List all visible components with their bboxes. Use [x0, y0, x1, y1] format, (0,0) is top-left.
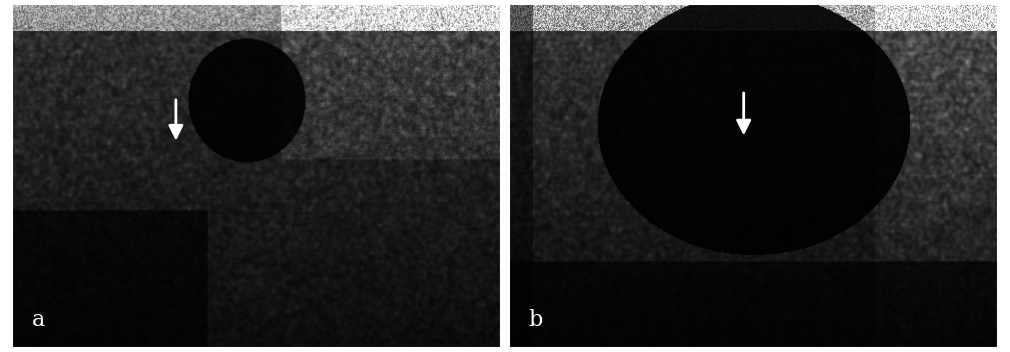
Text: b: b [528, 309, 543, 331]
Text: a: a [31, 309, 44, 331]
